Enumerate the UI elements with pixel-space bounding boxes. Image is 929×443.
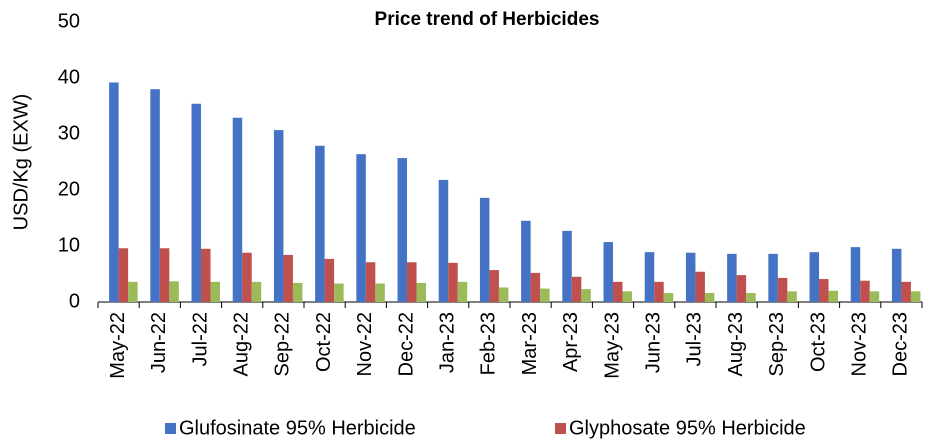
- bar: [850, 247, 861, 302]
- bar: [448, 262, 458, 302]
- bar: [562, 230, 572, 302]
- y-tick-label: 10: [58, 234, 80, 256]
- bar: [622, 291, 633, 302]
- bar: [910, 291, 921, 302]
- bar: [663, 293, 674, 302]
- bar: [191, 103, 202, 302]
- bar: [169, 281, 179, 302]
- bar: [768, 253, 778, 302]
- legend-swatch: [555, 423, 566, 434]
- bar: [150, 89, 160, 302]
- x-tick-label: Jan-23: [436, 312, 458, 373]
- bar: [498, 287, 509, 302]
- y-axis-title: USD/Kg (EXW): [10, 94, 32, 231]
- bar: [457, 281, 468, 302]
- bar: [324, 258, 335, 302]
- bar: [416, 282, 427, 302]
- x-tick-label: Nov-23: [848, 312, 870, 376]
- bar: [232, 117, 243, 302]
- bar: [901, 281, 911, 302]
- bar: [727, 253, 737, 302]
- x-tick-label: Mar-23: [519, 312, 541, 375]
- x-tick-label: Dec-23: [890, 312, 912, 376]
- bar: [521, 220, 531, 302]
- bar: [746, 293, 756, 302]
- y-tick-label: 40: [58, 66, 80, 88]
- x-tick-label: Apr-23: [560, 312, 582, 372]
- legend-label: Glyphosate 95% Herbicide: [569, 417, 806, 439]
- x-tick-label: Jul-23: [684, 312, 706, 366]
- bar: [860, 280, 870, 302]
- x-tick-label: Jun-22: [148, 312, 170, 373]
- bar: [489, 270, 499, 302]
- x-tick-label: May-23: [601, 312, 623, 379]
- bar: [109, 82, 119, 302]
- bar: [704, 293, 715, 302]
- bar: [128, 281, 138, 302]
- x-tick-label: Aug-22: [230, 312, 252, 377]
- bar: [571, 276, 582, 302]
- bar: [736, 275, 747, 302]
- x-tick-label: May-22: [107, 312, 129, 379]
- bar: [315, 145, 325, 302]
- x-tick-label: Oct-22: [313, 312, 335, 372]
- bar: [273, 130, 284, 302]
- bar: [365, 262, 376, 302]
- bar: [118, 248, 129, 302]
- bar: [654, 281, 664, 302]
- bar: [809, 252, 820, 302]
- bar: [397, 158, 408, 302]
- legend-swatch: [165, 423, 176, 434]
- bar: [685, 252, 696, 302]
- bar: [159, 248, 170, 302]
- x-tick-label: Aug-23: [725, 312, 747, 377]
- x-tick-label: Feb-23: [478, 312, 500, 375]
- bar: [891, 248, 902, 302]
- x-tick-label: Sep-22: [272, 312, 294, 377]
- bar: [334, 283, 344, 302]
- y-tick-label: 0: [69, 290, 80, 312]
- bar: [644, 252, 655, 302]
- x-tick-label: Oct-23: [807, 312, 829, 372]
- bar: [242, 252, 252, 302]
- bar: [613, 281, 623, 302]
- legend-label: Glufosinate 95% Herbicide: [179, 417, 416, 439]
- bar: [407, 262, 417, 302]
- bar: [581, 289, 591, 302]
- bar: [438, 179, 449, 302]
- bar: [540, 288, 550, 302]
- bar: [201, 248, 211, 302]
- x-tick-label: Dec-22: [395, 312, 417, 376]
- y-tick-label: 50: [58, 10, 80, 32]
- bar: [210, 281, 221, 302]
- bar: [828, 290, 839, 302]
- x-tick-label: Sep-23: [766, 312, 788, 377]
- bar: [251, 281, 262, 302]
- bar: [787, 291, 797, 302]
- bar: [375, 283, 385, 302]
- bar: [479, 197, 490, 302]
- bar: [695, 271, 705, 302]
- bar: [777, 277, 788, 302]
- chart-title: Price trend of Herbicides: [375, 9, 600, 30]
- x-tick-label: Jun-23: [642, 312, 664, 373]
- bar: [869, 291, 880, 302]
- bar: [530, 272, 541, 302]
- x-tick-label: Nov-22: [354, 312, 376, 376]
- y-tick-label: 30: [58, 122, 80, 144]
- bar: [292, 282, 303, 302]
- y-tick-label: 20: [58, 178, 80, 200]
- bar: [603, 242, 614, 302]
- bar: [283, 254, 293, 302]
- x-tick-label: Jul-22: [189, 312, 211, 366]
- bar: [819, 279, 829, 302]
- bar: [356, 154, 366, 302]
